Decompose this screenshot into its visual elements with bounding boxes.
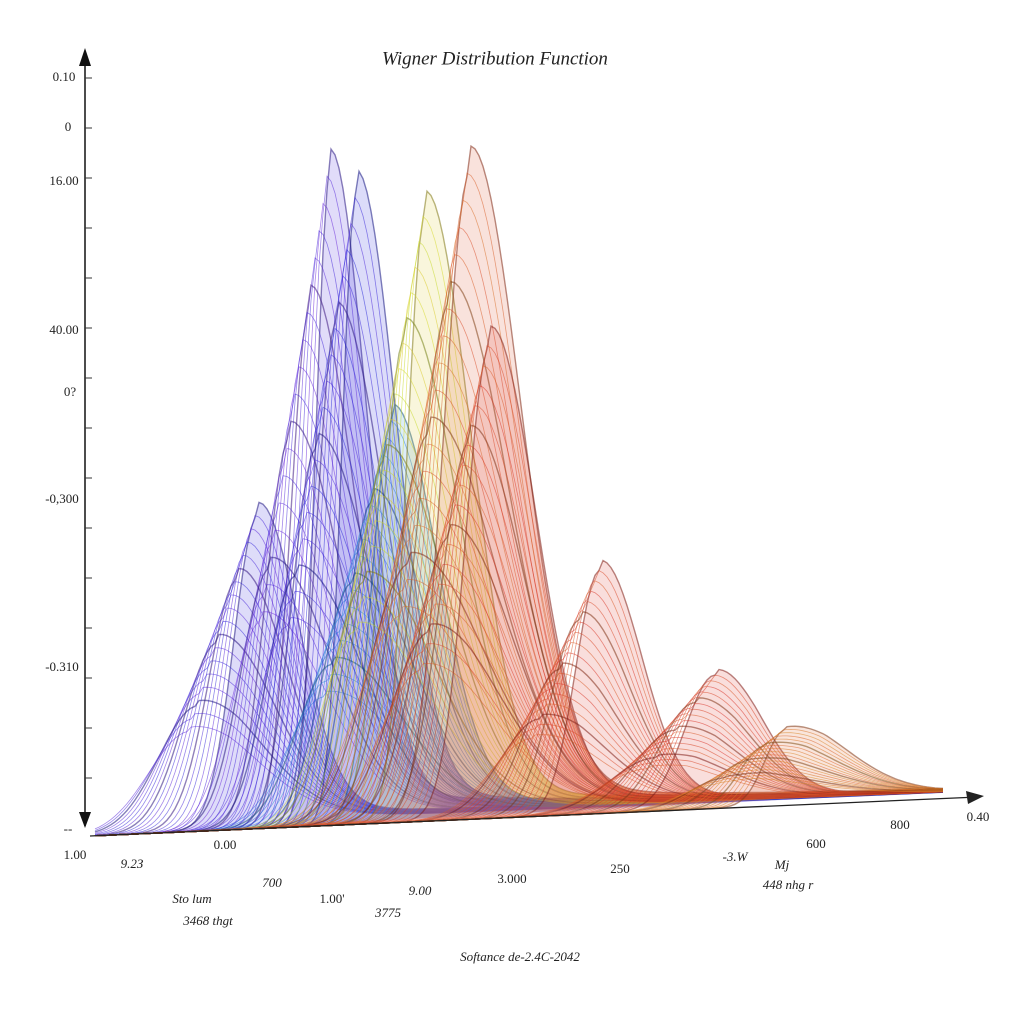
y-arrow — [79, 48, 91, 66]
chart-title: Wigner Distribution Function — [382, 48, 608, 69]
floor-label: 800 — [890, 817, 910, 832]
floor-label: 1.00 — [64, 847, 87, 862]
floor-label: -3.W — [723, 849, 749, 864]
y-label: 40.00 — [49, 322, 78, 337]
y-label: -0,300 — [45, 491, 79, 506]
floor-label: 448 nhg r — [763, 877, 815, 892]
floor-label: 3.000 — [497, 871, 526, 886]
y-label: 0 — [65, 119, 72, 134]
floor-label: 250 — [610, 861, 630, 876]
x-arrow — [966, 791, 984, 804]
floor-label: 3775 — [374, 905, 402, 920]
floor-label: -- — [64, 821, 73, 836]
floor-label: 3468 thgt — [182, 913, 233, 928]
y-label: -0.310 — [45, 659, 79, 674]
floor-label: 1.00' — [319, 891, 344, 906]
y-arrow — [79, 812, 91, 828]
floor-label: 0.40 — [967, 809, 990, 824]
x-axis — [89, 796, 979, 837]
y-label: 0.10 — [53, 69, 76, 84]
y-label: 0? — [64, 384, 77, 399]
floor-label: Sto lum — [172, 891, 211, 906]
floor-label: Mj — [774, 857, 790, 872]
floor-label: 9.00 — [409, 883, 432, 898]
floor-label: 600 — [806, 836, 826, 851]
y-ticks — [85, 77, 92, 779]
floor-label: 700 — [262, 875, 282, 890]
y-label: 16.00 — [49, 173, 78, 188]
floor-label: 9.2З — [121, 856, 144, 871]
caption: Softance de-2.4C-2042 — [460, 949, 580, 964]
floor-label: 0.00 — [214, 837, 237, 852]
ridges — [94, 144, 944, 837]
